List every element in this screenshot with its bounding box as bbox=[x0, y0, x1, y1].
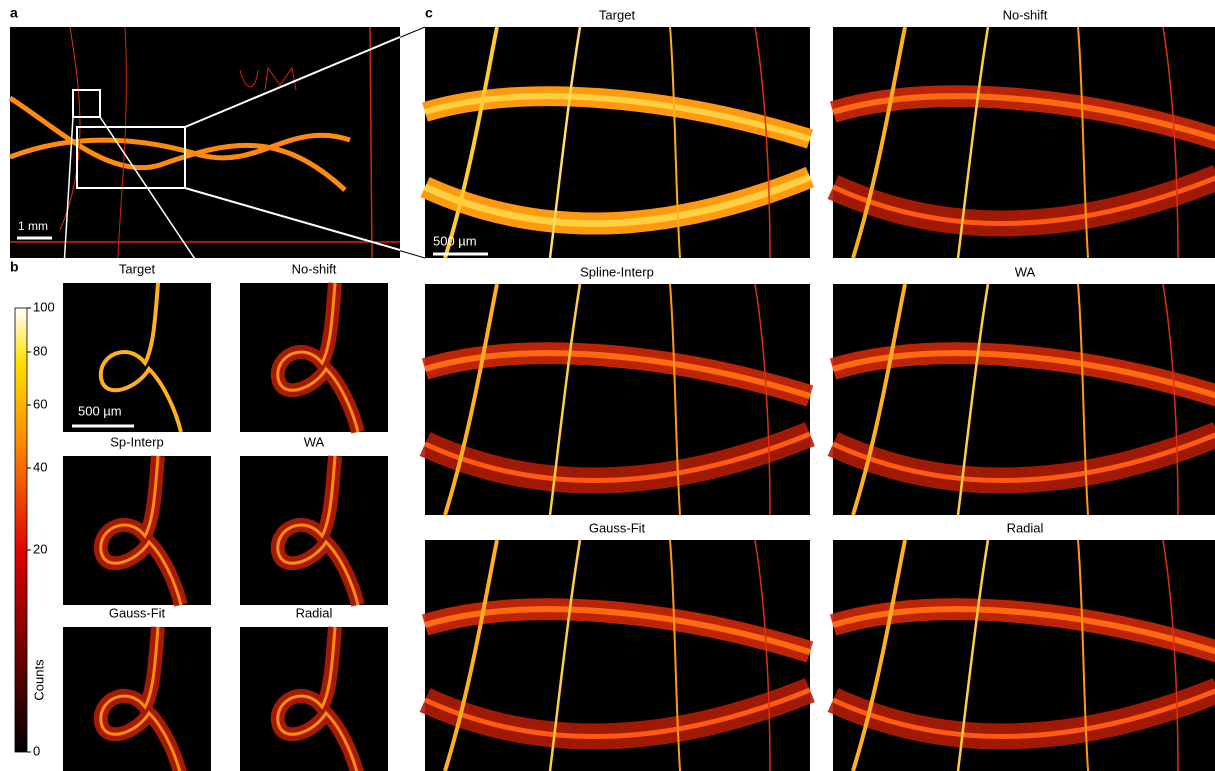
panel-b-grid: Target No-shift Sp-Interp WA Gauss-Fit Radial… bbox=[63, 261, 388, 771]
panel-label: a bbox=[10, 5, 18, 21]
colorbar-tick-label: 100 bbox=[33, 299, 55, 314]
panel-title: Spline-Interp bbox=[580, 264, 654, 279]
panel-title: Target bbox=[119, 261, 156, 276]
scale-bar-label: 500 µm bbox=[78, 403, 122, 418]
colorbar-ticks: 100 80 60 40 20 0 bbox=[27, 299, 55, 758]
panel-title: Gauss-Fit bbox=[109, 605, 166, 620]
scale-bar-label: 1 mm bbox=[18, 219, 48, 233]
panel-title: Radial bbox=[1007, 520, 1044, 535]
panel-label: c bbox=[425, 5, 433, 21]
panel-title: No-shift bbox=[1003, 7, 1048, 22]
overview-image bbox=[8, 26, 400, 259]
zoom-box bbox=[72, 89, 101, 118]
colorbar-label: Counts bbox=[31, 659, 46, 701]
panel-title: Target bbox=[599, 7, 636, 22]
scale-bar-label: 500 µm bbox=[433, 233, 477, 248]
panel-title: WA bbox=[1015, 264, 1036, 279]
colorbar-tick-label: 20 bbox=[33, 541, 47, 556]
panel-title: No-shift bbox=[292, 261, 337, 276]
panel-c-grid: Target No-shift Spline-Interp WA Gauss-Fit Ra… bbox=[425, 7, 1215, 771]
zoom-line bbox=[99, 116, 212, 284]
panel-title: Gauss-Fit bbox=[589, 520, 646, 535]
zoom-line bbox=[184, 187, 401, 251]
panel-label: b bbox=[10, 259, 19, 275]
colorbar bbox=[14, 307, 28, 753]
zoom-line bbox=[184, 36, 401, 128]
colorbar-tick-label: 80 bbox=[33, 343, 47, 358]
zoom-box bbox=[76, 126, 186, 189]
zoom-line bbox=[62, 116, 74, 284]
colorbar-tick-label: 40 bbox=[33, 459, 47, 474]
colorbar-tick-label: 60 bbox=[33, 396, 47, 411]
panel-title: WA bbox=[304, 434, 325, 449]
panel-title: Radial bbox=[296, 605, 333, 620]
colorbar-tick-label: 0 bbox=[33, 743, 40, 758]
panel-title: Sp-Interp bbox=[110, 434, 163, 449]
